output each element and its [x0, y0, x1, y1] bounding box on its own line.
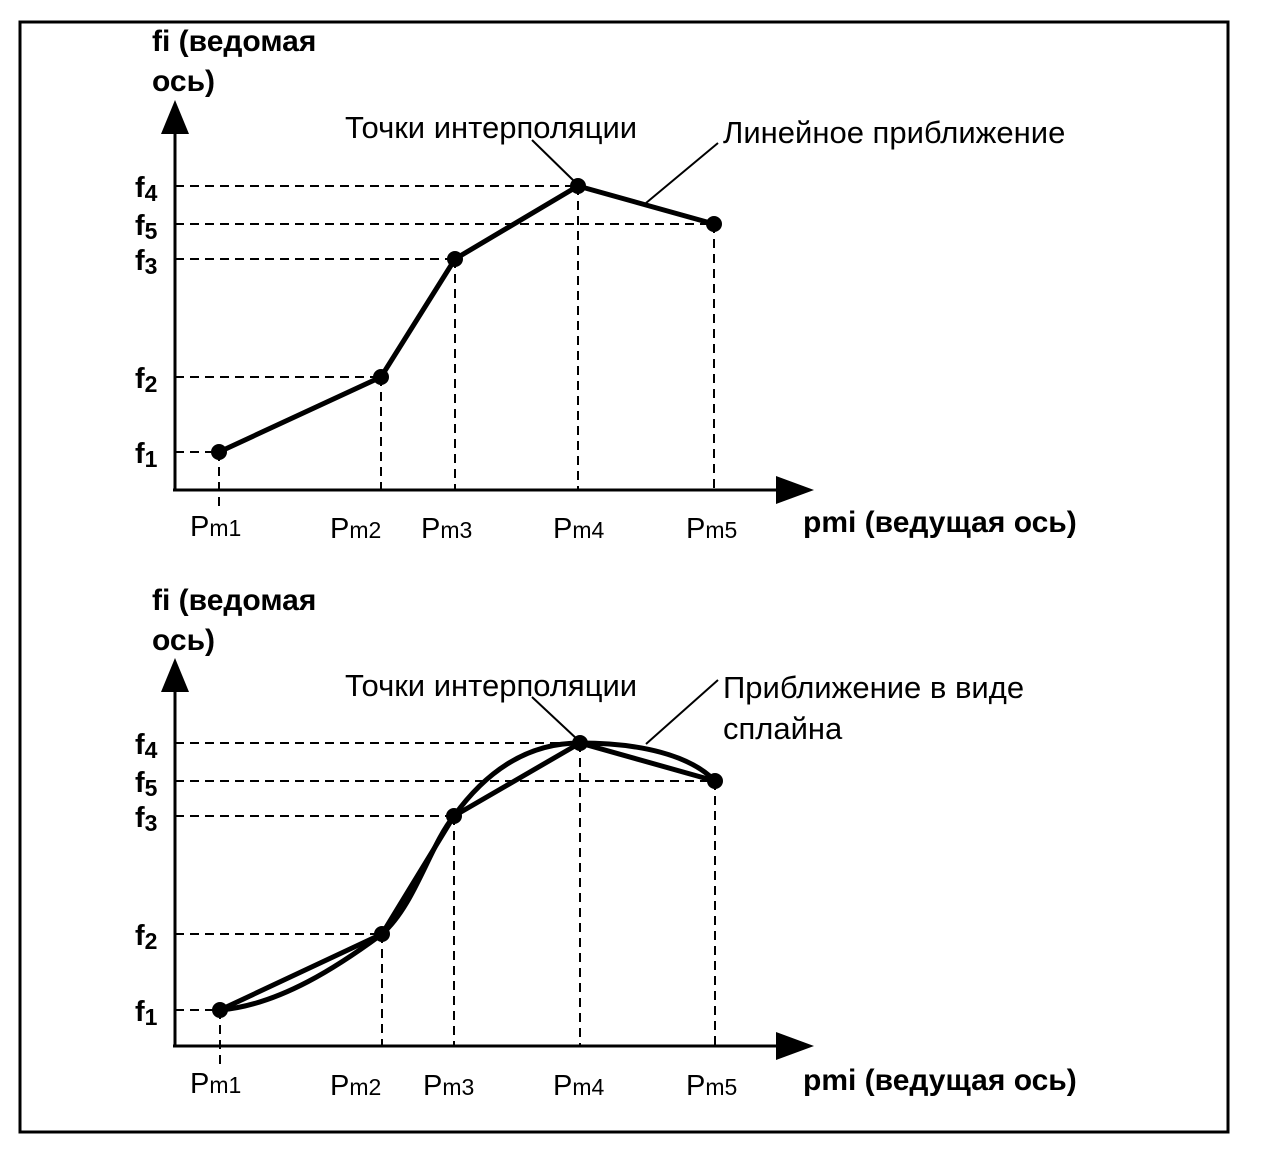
diagram-spline: Точки интерполяции Приближение в виде сп…: [135, 584, 1077, 1102]
point-2: [374, 926, 390, 942]
y-label-f5: f5: [135, 210, 158, 244]
x-axis-title: pmi (ведущая ось): [803, 1064, 1077, 1097]
curve-annotation-line-1: Приближение в виде: [723, 670, 1024, 705]
x-label-pm4: Pm4: [553, 513, 605, 545]
x-label-pm2: Pm2: [330, 513, 381, 545]
point-1: [211, 444, 227, 460]
point-3: [446, 808, 462, 824]
x-axis-title: pmi (ведущая ось): [803, 506, 1077, 539]
x-label-pm4: Pm4: [553, 1070, 605, 1102]
point-5: [706, 216, 722, 232]
x-label-pm3: Pm3: [423, 1070, 474, 1102]
point-1: [212, 1002, 228, 1018]
y-axis-arrow: [161, 100, 189, 134]
x-label-pm5: Pm5: [686, 513, 737, 545]
x-label-pm3: Pm3: [421, 513, 472, 545]
point-5: [707, 773, 723, 789]
diagram-linear: Точки интерполяции Линейное приближение …: [135, 25, 1077, 545]
points-leader-line: [531, 696, 579, 741]
point-2: [373, 369, 389, 385]
x-axis-arrow: [776, 1032, 814, 1060]
curve-annotation-line-1: Линейное приближение: [723, 115, 1065, 150]
points-annotation: Точки интерполяции: [345, 668, 637, 703]
guide-lines: [175, 742, 716, 1066]
linear-approximation-line: [217, 183, 715, 455]
x-label-pm1: Pm1: [190, 1068, 241, 1100]
guide-lines: [175, 185, 715, 510]
curve-leader-line: [645, 142, 719, 204]
y-label-f3: f3: [135, 802, 157, 836]
point-3: [447, 251, 463, 267]
y-axis-arrow: [161, 658, 189, 692]
curve-leader-line: [645, 679, 719, 745]
y-axis-title-line-1: fi (ведомая: [152, 25, 316, 58]
spline-approximation-curve: [219, 740, 717, 1013]
y-axis-title-line-2: ось): [152, 65, 215, 98]
y-label-f2: f2: [135, 363, 157, 397]
y-axis-title-line-1: fi (ведомая: [152, 584, 316, 617]
y-label-f1: f1: [135, 438, 158, 472]
curve-annotation-line-2: сплайна: [723, 711, 843, 746]
y-label-f2: f2: [135, 920, 157, 954]
y-label-f5: f5: [135, 767, 158, 801]
y-label-f4: f4: [135, 172, 158, 206]
figure-border: [18, 20, 1230, 1134]
x-label-pm5: Pm5: [686, 1070, 737, 1102]
x-label-pm2: Pm2: [330, 1070, 381, 1102]
x-label-pm1: Pm1: [190, 511, 241, 543]
y-label-f3: f3: [135, 245, 157, 279]
points-leader-line: [531, 139, 577, 184]
linear-approximation-line: [218, 740, 716, 1013]
points-annotation: Точки интерполяции: [345, 110, 637, 145]
x-axis-arrow: [776, 476, 814, 504]
y-label-f1: f1: [135, 996, 158, 1030]
y-label-f4: f4: [135, 729, 158, 763]
y-axis-title-line-2: ось): [152, 624, 215, 657]
